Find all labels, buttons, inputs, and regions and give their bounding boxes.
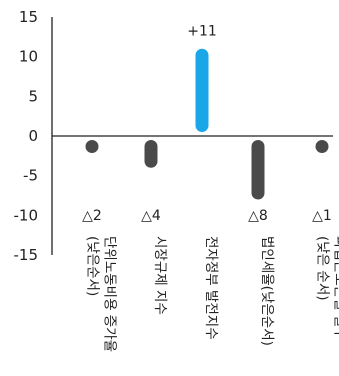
bar [195, 48, 209, 132]
data-label: +11 [187, 24, 217, 40]
bar [85, 140, 99, 153]
y-tick-label: 5 [28, 87, 38, 105]
category-label: (낮은 순서) [315, 236, 331, 301]
y-tick-label: -15 [14, 246, 39, 264]
bar [144, 140, 158, 168]
data-label: △2 [82, 208, 102, 224]
y-tick-label: 10 [19, 48, 38, 66]
data-label: △4 [141, 208, 161, 224]
data-label: △1 [312, 208, 332, 224]
category-label: 전자정부 발전지수 [203, 236, 219, 340]
bar [251, 140, 265, 200]
y-tick-label: -10 [14, 206, 39, 224]
y-tick-labels: 15 10 5 0 -5 -10 -15 [14, 8, 39, 264]
category-label: 단위노동비용 증가율 [102, 236, 118, 352]
category-labels: 단위노동비용 증가율(낮은순서) 시장규제 지수 전자정부 발전지수 법인세율(낮은순… [85, 236, 339, 352]
category-label: 법인세율(낮은순서) [259, 236, 275, 346]
category-label: 시장규제 지수 [152, 236, 168, 315]
bar [315, 140, 329, 153]
category-label: 파업근로손실 일수 [332, 236, 339, 340]
bars [85, 48, 329, 200]
y-tick-label: -5 [23, 167, 38, 185]
y-tick-label: 15 [19, 8, 38, 26]
data-labels: △2 △4 +11 △8 △1 [82, 24, 332, 224]
category-label: (낮은순서) [85, 236, 101, 296]
y-tick-label: 0 [28, 127, 38, 145]
data-label: △8 [248, 208, 268, 224]
